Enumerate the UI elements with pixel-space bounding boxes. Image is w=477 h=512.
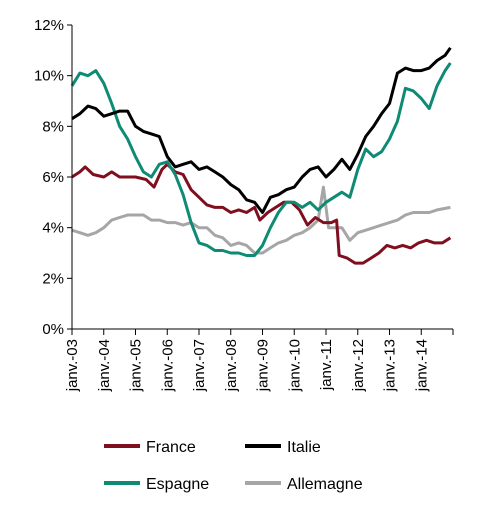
y-tick-label: 2% [42,270,64,287]
y-tick-label: 6% [42,169,64,186]
y-tick-label: 0% [42,321,64,338]
series-line-france [71,162,452,265]
series-line-espagne [70,62,452,257]
x-axis-ticks: janv.-03 janv.-04 janv.-05 janv.-06 janv.-07… [64,329,454,392]
series-lines [70,46,452,265]
legend-label-allemagne: Allemagne [287,476,363,493]
x-tick-label: janv.-13 [382,339,399,392]
y-tick-label: 12% [34,17,64,34]
x-tick-label: janv.-10 [286,339,303,392]
x-tick-label: janv.-14 [413,339,430,392]
x-tick-label: janv.-03 [64,339,81,392]
legend: France Italie Espagne Allemagne [104,439,363,493]
y-axis-ticks: 0% 2% 4% 6% 8% 10% 12% [34,17,72,338]
legend-label-france: France [146,439,196,456]
legend-label-italie: Italie [287,439,321,456]
x-tick-label: janv.-07 [191,339,208,392]
x-tick-label: janv.-04 [96,339,113,392]
series-line-allemagne [71,185,451,255]
series-line-italie [71,46,452,214]
x-tick-label: janv.-06 [159,339,176,392]
x-tick-label: janv.-11 [318,339,335,391]
legend-label-espagne: Espagne [146,476,209,493]
y-tick-label: 4% [42,220,64,237]
y-tick-label: 10% [34,68,64,85]
x-tick-label: janv.-09 [255,339,272,392]
x-tick-label: janv.-05 [128,339,145,392]
y-tick-label: 8% [42,118,64,135]
x-tick-label: janv.-12 [350,339,367,392]
x-tick-label: janv.-08 [223,339,240,392]
